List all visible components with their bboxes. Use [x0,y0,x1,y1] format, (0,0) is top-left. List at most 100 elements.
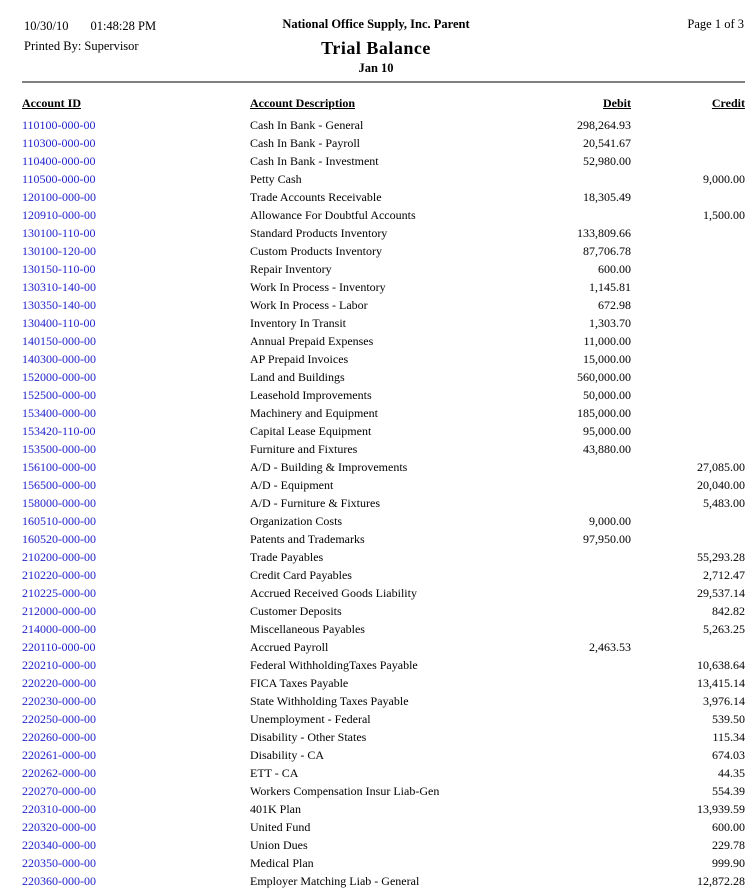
account-id-link[interactable]: 220261-000-00 [22,748,96,762]
account-description: Patents and Trademarks [250,532,365,546]
account-id-link[interactable]: 130150-110-00 [22,262,96,276]
debit-amount [490,764,631,782]
debit-amount: 185,000.00 [577,406,631,420]
account-id-link[interactable]: 210220-000-00 [22,568,96,582]
column-header-debit: Debit [603,96,631,110]
account-description: Credit Card Payables [250,568,352,582]
account-description: Inventory In Transit [250,316,346,330]
page-number: Page 1 of 3 [687,17,744,31]
debit-amount [490,602,631,620]
account-id-link[interactable]: 130400-110-00 [22,316,96,330]
table-row: 130100-120-00 Custom Products Inventory 87… [22,242,745,260]
credit-amount [631,530,745,548]
account-id-cell: 220350-000-00 [22,854,250,872]
report-header-center: National Office Supply, Inc. Parent Tria… [0,16,752,76]
table-row: 210225-000-00 Accrued Received Goods Liab… [22,584,745,602]
account-id-cell: 214000-000-00 [22,620,250,638]
account-id-link[interactable]: 160520-000-00 [22,532,96,546]
table-row: 110100-000-00 Cash In Bank - General 298,2… [22,116,745,134]
table-row: 158000-000-00 A/D - Furniture & Fixtures 5… [22,494,745,512]
credit-amount [631,116,745,134]
account-description: AP Prepaid Invoices [250,352,349,366]
account-description: Petty Cash [250,172,302,186]
account-id-link[interactable]: 110400-000-00 [22,154,96,168]
account-id-cell: 220250-000-00 [22,710,250,728]
account-id-link[interactable]: 220262-000-00 [22,766,96,780]
account-id-link[interactable]: 220110-000-00 [22,640,96,654]
account-description: Disability - CA [250,748,324,762]
debit-amount [490,782,631,800]
account-description: Allowance For Doubtful Accounts [250,208,416,222]
account-description: Employer Matching Liab - General [250,874,420,888]
account-id-link[interactable]: 152000-000-00 [22,370,96,384]
account-id-link[interactable]: 130310-140-00 [22,280,96,294]
account-id-link[interactable]: 140150-000-00 [22,334,96,348]
account-id-link[interactable]: 110300-000-00 [22,136,96,150]
account-id-link[interactable]: 110500-000-00 [22,172,96,186]
account-id-link[interactable]: 140300-000-00 [22,352,96,366]
account-description: United Fund [250,820,311,834]
account-id-cell: 110300-000-00 [22,134,250,152]
account-id-link[interactable]: 220270-000-00 [22,784,96,798]
credit-amount: 842.82 [712,604,745,618]
account-id-link[interactable]: 220230-000-00 [22,694,96,708]
account-id-cell: 110500-000-00 [22,170,250,188]
account-id-link[interactable]: 210225-000-00 [22,586,96,600]
credit-amount: 13,939.59 [697,802,745,816]
account-id-link[interactable]: 220210-000-00 [22,658,96,672]
table-row: 220360-000-00 Employer Matching Liab - Ge… [22,872,745,890]
credit-amount [631,422,745,440]
account-id-link[interactable]: 214000-000-00 [22,622,96,636]
printed-by-line: Printed By: Supervisor [24,36,156,56]
account-id-link[interactable]: 220340-000-00 [22,838,96,852]
account-id-cell: 220262-000-00 [22,764,250,782]
account-id-link[interactable]: 220250-000-00 [22,712,96,726]
debit-amount: 9,000.00 [589,514,631,528]
account-id-link[interactable]: 160510-000-00 [22,514,96,528]
account-id-link[interactable]: 220220-000-00 [22,676,96,690]
table-row: 160520-000-00 Patents and Trademarks 97,95… [22,530,745,548]
debit-amount [490,206,631,224]
printed-by-label: Printed By: [24,39,82,53]
account-id-link[interactable]: 220310-000-00 [22,802,96,816]
account-description: Leasehold Improvements [250,388,372,402]
table-row: 220262-000-00 ETT - CA 44.35 [22,764,745,782]
account-id-link[interactable]: 130350-140-00 [22,298,96,312]
table-row: 160510-000-00 Organization Costs 9,000.00 [22,512,745,530]
column-header-description: Account Description [250,96,355,110]
table-row: 156500-000-00 A/D - Equipment 20,040.00 [22,476,745,494]
account-id-link[interactable]: 210200-000-00 [22,550,96,564]
account-id-cell: 220210-000-00 [22,656,250,674]
credit-amount: 600.00 [712,820,745,834]
account-id-link[interactable]: 130100-110-00 [22,226,96,240]
account-id-link[interactable]: 130100-120-00 [22,244,96,258]
account-id-link[interactable]: 153400-000-00 [22,406,96,420]
account-description: Cash In Bank - Investment [250,154,379,168]
debit-amount [490,728,631,746]
account-id-link[interactable]: 110100-000-00 [22,118,96,132]
account-id-link[interactable]: 152500-000-00 [22,388,96,402]
account-id-link[interactable]: 156500-000-00 [22,478,96,492]
account-description: Repair Inventory [250,262,332,276]
table-row: 130100-110-00 Standard Products Inventory… [22,224,745,242]
account-description: Work In Process - Inventory [250,280,386,294]
account-id-link[interactable]: 220360-000-00 [22,874,96,888]
debit-amount: 18,305.49 [583,190,631,204]
account-description: Cash In Bank - General [250,118,364,132]
account-id-cell: 160510-000-00 [22,512,250,530]
account-id-link[interactable]: 220350-000-00 [22,856,96,870]
table-row: 152500-000-00 Leasehold Improvements 50,00… [22,386,745,404]
account-id-link[interactable]: 212000-000-00 [22,604,96,618]
account-id-link[interactable]: 158000-000-00 [22,496,96,510]
account-id-link[interactable]: 120100-000-00 [22,190,96,204]
account-id-link[interactable]: 120910-000-00 [22,208,96,222]
account-id-link[interactable]: 220260-000-00 [22,730,96,744]
account-id-link[interactable]: 220320-000-00 [22,820,96,834]
account-id-cell: 220261-000-00 [22,746,250,764]
account-id-link[interactable]: 153500-000-00 [22,442,96,456]
account-id-link[interactable]: 156100-000-00 [22,460,96,474]
account-id-cell: 220340-000-00 [22,836,250,854]
debit-amount: 1,303.70 [589,316,631,330]
debit-amount: 560,000.00 [577,370,631,384]
account-id-link[interactable]: 153420-110-00 [22,424,96,438]
